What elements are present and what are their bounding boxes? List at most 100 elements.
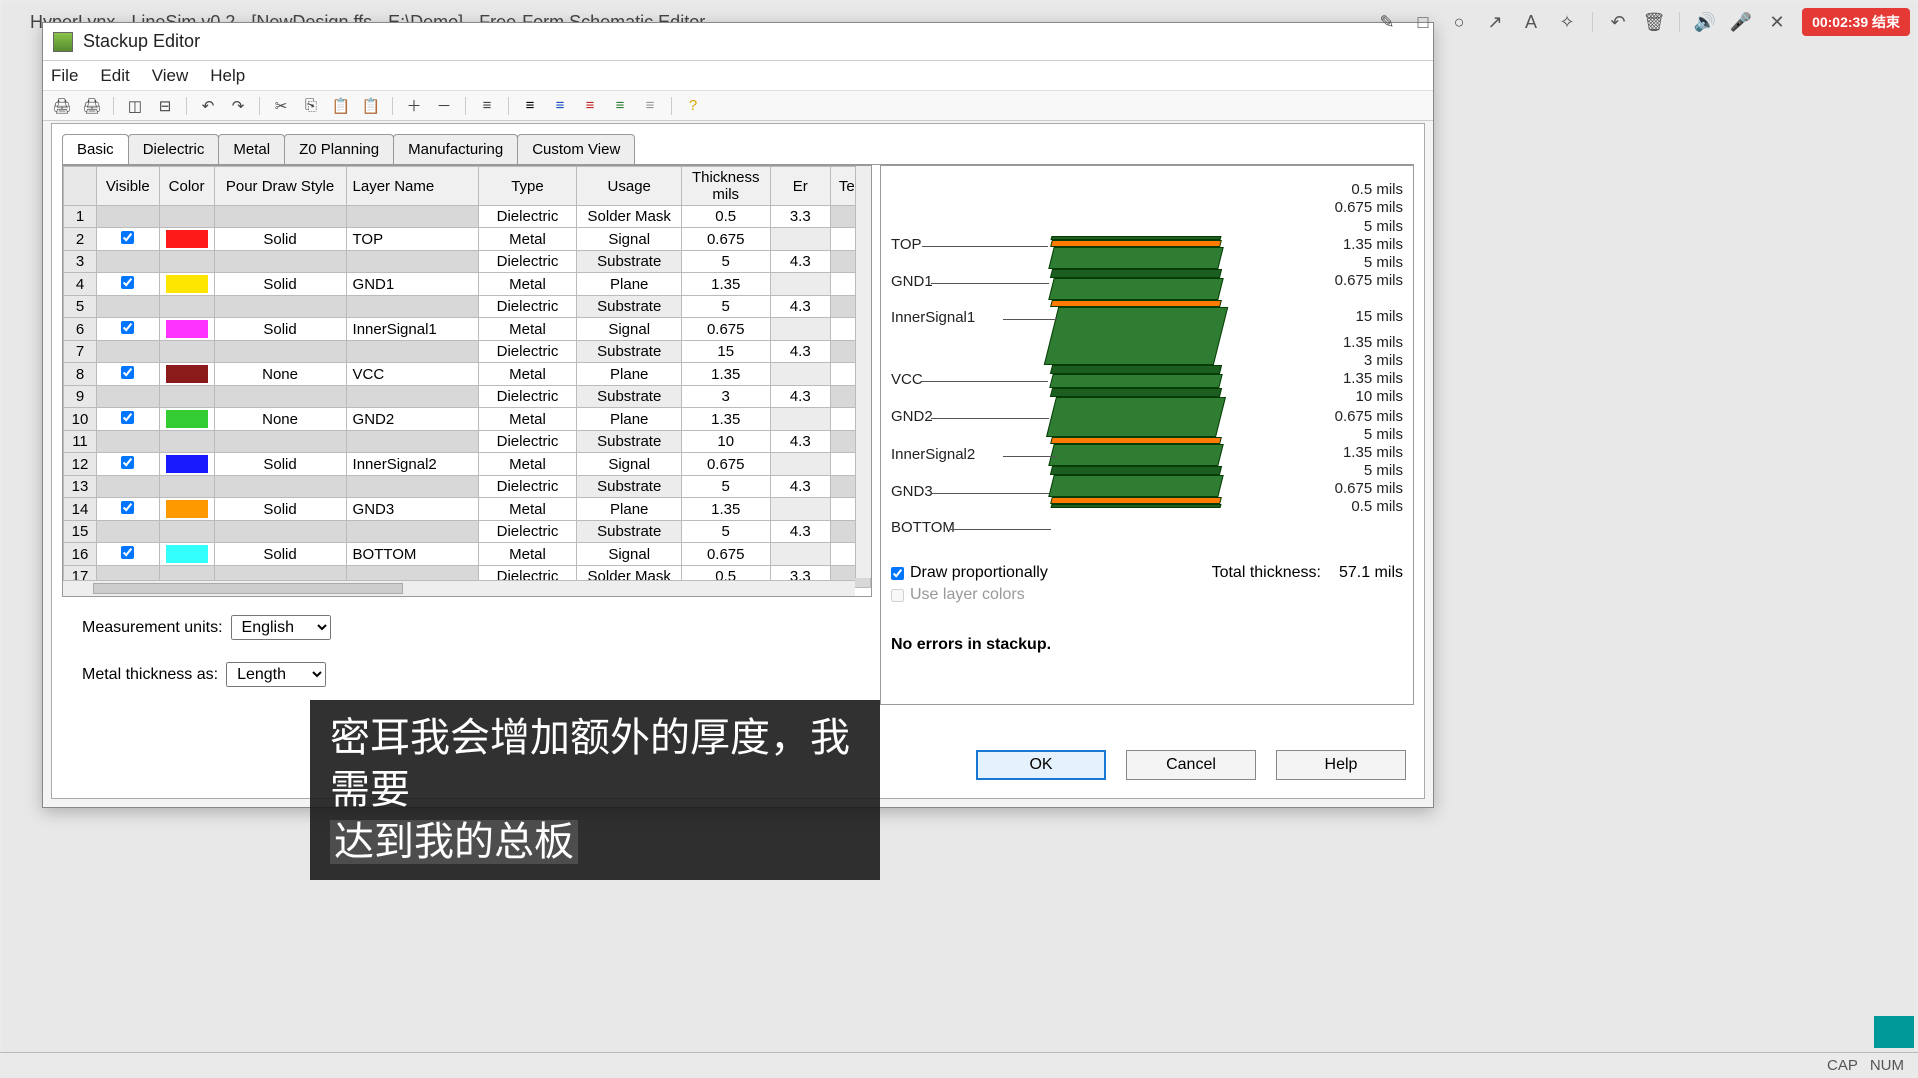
type-cell[interactable]: Metal (478, 363, 577, 386)
table-row[interactable]: 12SolidInnerSignal2MetalSignal0.675 (64, 453, 871, 476)
trash-icon[interactable]: 🗑 (1643, 11, 1665, 33)
layer-name-cell[interactable]: TOP (346, 228, 478, 251)
visible-cell[interactable] (96, 521, 159, 543)
del-row-icon[interactable]: － (433, 96, 455, 116)
cut-icon[interactable]: ✂ (270, 96, 292, 116)
type-cell[interactable]: Metal (478, 408, 577, 431)
layer-name-cell[interactable]: BOTTOM (346, 543, 478, 566)
thickness-cell[interactable]: 0.5 (681, 206, 770, 228)
speaker-icon[interactable]: 🔊 (1694, 11, 1716, 33)
table-row[interactable]: 2SolidTOPMetalSignal0.675 (64, 228, 871, 251)
split-h-icon[interactable]: ⊟ (154, 96, 176, 116)
undo-icon[interactable]: ↶ (1607, 11, 1629, 33)
help-button[interactable]: Help (1276, 750, 1406, 780)
er-cell[interactable] (770, 453, 830, 476)
circle-icon[interactable]: ○ (1448, 11, 1470, 33)
print-icon[interactable]: 🖨 (51, 96, 73, 116)
use-colors-checkbox[interactable]: Use layer colors (891, 586, 1048, 604)
pour-cell[interactable] (214, 206, 346, 228)
table-row[interactable]: 6SolidInnerSignal1MetalSignal0.675 (64, 318, 871, 341)
thickness-cell[interactable]: 1.35 (681, 363, 770, 386)
thickness-cell[interactable]: 1.35 (681, 498, 770, 521)
layer-name-cell[interactable]: GND1 (346, 273, 478, 296)
color-cell[interactable] (159, 273, 214, 296)
tab-dielectric[interactable]: Dielectric (128, 134, 220, 164)
visible-cell[interactable] (96, 363, 159, 386)
table-row[interactable]: 7DielectricSubstrate154.3 (64, 341, 871, 363)
tab-z0-planning[interactable]: Z0 Planning (284, 134, 394, 164)
split-v-icon[interactable]: ◫ (124, 96, 146, 116)
table-row[interactable]: 5DielectricSubstrate54.3 (64, 296, 871, 318)
visible-cell[interactable] (96, 228, 159, 251)
table-row[interactable]: 13DielectricSubstrate54.3 (64, 476, 871, 498)
meas-units-select[interactable]: English (231, 615, 331, 640)
type-cell[interactable]: Metal (478, 228, 577, 251)
visible-cell[interactable] (96, 476, 159, 498)
color-cell[interactable] (159, 318, 214, 341)
layer-name-cell[interactable] (346, 431, 478, 453)
pour-cell[interactable]: Solid (214, 543, 346, 566)
visible-cell[interactable] (96, 453, 159, 476)
visible-cell[interactable] (96, 273, 159, 296)
recording-timer[interactable]: 00:02:39 结束 (1802, 8, 1910, 36)
layer-name-cell[interactable] (346, 476, 478, 498)
visible-cell[interactable] (96, 408, 159, 431)
usage-cell[interactable]: Signal (577, 543, 681, 566)
usage-cell[interactable]: Substrate (577, 431, 681, 453)
er-cell[interactable]: 4.3 (770, 431, 830, 453)
draw-prop-checkbox[interactable]: Draw proportionally (891, 564, 1048, 582)
color-cell[interactable] (159, 206, 214, 228)
arrow-icon[interactable]: ↗ (1484, 11, 1506, 33)
color-cell[interactable] (159, 431, 214, 453)
thickness-cell[interactable]: 5 (681, 296, 770, 318)
type-cell[interactable]: Metal (478, 543, 577, 566)
color-cell[interactable] (159, 521, 214, 543)
tab-basic[interactable]: Basic (62, 134, 129, 164)
text-icon[interactable]: A (1520, 11, 1542, 33)
column-header[interactable]: Er (770, 167, 830, 206)
er-cell[interactable]: 3.3 (770, 206, 830, 228)
layer-name-cell[interactable] (346, 521, 478, 543)
usage-cell[interactable]: Signal (577, 318, 681, 341)
tab-custom-view[interactable]: Custom View (517, 134, 635, 164)
tab-metal[interactable]: Metal (218, 134, 285, 164)
column-header[interactable]: Visible (96, 167, 159, 206)
pour-cell[interactable]: None (214, 408, 346, 431)
stackup-table[interactable]: VisibleColorPour Draw StyleLayer NameTyp… (63, 166, 871, 588)
column-header[interactable]: Usage (577, 167, 681, 206)
menu-view[interactable]: View (152, 66, 189, 86)
table-row[interactable]: 4SolidGND1MetalPlane1.35 (64, 273, 871, 296)
column-header[interactable]: Pour Draw Style (214, 167, 346, 206)
column-header[interactable]: Layer Name (346, 167, 478, 206)
usage-cell[interactable]: Substrate (577, 341, 681, 363)
usage-cell[interactable]: Substrate (577, 521, 681, 543)
table-row[interactable]: 16SolidBOTTOMMetalSignal0.675 (64, 543, 871, 566)
pour-cell[interactable] (214, 251, 346, 273)
close-icon[interactable]: ✕ (1766, 11, 1788, 33)
er-cell[interactable] (770, 228, 830, 251)
layer-name-cell[interactable] (346, 296, 478, 318)
redo-icon[interactable]: ↷ (227, 96, 249, 116)
thickness-cell[interactable]: 1.35 (681, 273, 770, 296)
table-row[interactable]: 3DielectricSubstrate54.3 (64, 251, 871, 273)
table-row[interactable]: 1DielectricSolder Mask0.53.3 (64, 206, 871, 228)
pour-cell[interactable]: Solid (214, 453, 346, 476)
layer-name-cell[interactable]: GND2 (346, 408, 478, 431)
usage-cell[interactable]: Substrate (577, 296, 681, 318)
pour-cell[interactable] (214, 341, 346, 363)
column-header[interactable]: Type (478, 167, 577, 206)
usage-cell[interactable]: Substrate (577, 476, 681, 498)
pour-cell[interactable]: Solid (214, 318, 346, 341)
menu-edit[interactable]: Edit (100, 66, 129, 86)
horizontal-scrollbar[interactable] (63, 580, 855, 596)
thickness-cell[interactable]: 0.675 (681, 228, 770, 251)
menu-file[interactable]: File (51, 66, 78, 86)
visible-cell[interactable] (96, 296, 159, 318)
align-1-icon[interactable]: ≡ (519, 96, 541, 116)
pencil-icon[interactable]: ✎ (1376, 11, 1398, 33)
pour-cell[interactable] (214, 431, 346, 453)
er-cell[interactable] (770, 543, 830, 566)
ok-button[interactable]: OK (976, 750, 1106, 780)
er-cell[interactable]: 4.3 (770, 521, 830, 543)
color-cell[interactable] (159, 453, 214, 476)
